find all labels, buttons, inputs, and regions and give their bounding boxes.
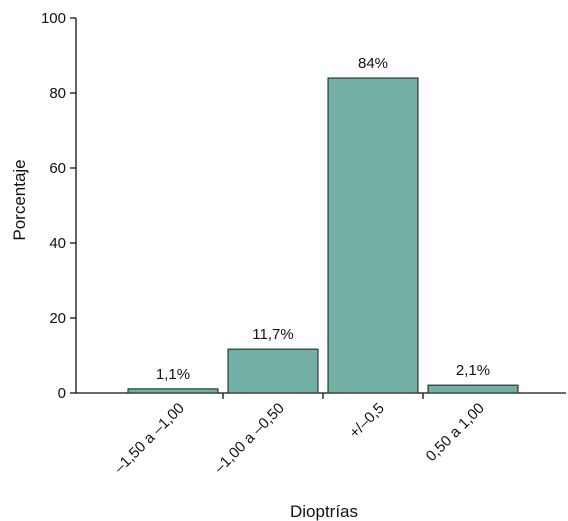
x-axis-label: Dioptrías — [290, 502, 358, 521]
bar — [127, 388, 219, 394]
data-label: 84% — [358, 55, 388, 72]
y-axis-label: Porcentaje — [10, 159, 29, 240]
x-tick-label: –1,50 a –1,00 — [111, 400, 188, 477]
category-labels: –1,50 a –1,00 –1,00 a –0,50 +/–0,5 0,50 a 1… — [111, 400, 488, 477]
x-tick-label: +/–0,5 — [346, 400, 388, 442]
data-label: 1,1% — [156, 366, 190, 383]
y-tick-label: 0 — [58, 385, 66, 402]
y-tick-label: 80 — [49, 85, 66, 102]
x-tick-label: –1,00 a –0,50 — [211, 400, 288, 477]
bars — [127, 77, 519, 394]
data-label: 2,1% — [456, 362, 490, 379]
x-axis — [76, 392, 566, 399]
bar — [227, 348, 319, 394]
y-tick-label: 100 — [41, 10, 66, 27]
data-labels: 1,1% 11,7% 84% 2,1% — [156, 55, 490, 383]
data-label: 11,7% — [252, 326, 293, 343]
y-tick-label: 20 — [49, 310, 66, 327]
bar — [427, 384, 519, 394]
y-tick-label: 40 — [49, 235, 66, 252]
x-tick-label: 0,50 a 1,00 — [423, 400, 488, 465]
y-tick-label: 60 — [49, 160, 66, 177]
bar — [327, 77, 419, 394]
y-axis: 0 20 40 60 80 100 — [41, 10, 77, 402]
